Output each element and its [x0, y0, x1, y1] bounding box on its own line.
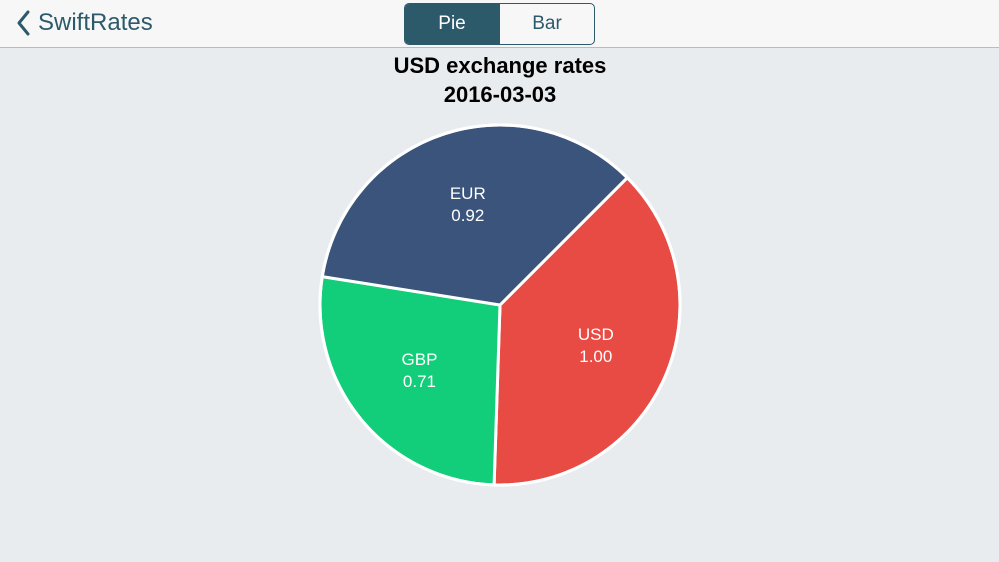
value-label: 0.92: [451, 206, 484, 225]
slice-label: GBP: [402, 350, 438, 369]
pie-outline: [318, 123, 682, 487]
chart-subtitle: 2016-03-03: [444, 82, 557, 107]
segmented-control: Pie Bar: [404, 3, 595, 45]
navigation-bar: SwiftRates Pie Bar: [0, 0, 999, 48]
chart: USD exchange rates 2016-03-03 USD 1.00 GBP…: [318, 53, 682, 487]
segment-button[interactable]: Pie: [405, 4, 499, 44]
back-button[interactable]: SwiftRates: [16, 6, 153, 40]
back-chevron: [17, 10, 30, 36]
back-label: SwiftRates: [38, 9, 153, 36]
segment-button[interactable]: Bar: [499, 4, 594, 44]
value-label: 1.00: [579, 347, 612, 366]
value-label: 0.71: [403, 372, 436, 391]
slice-label: USD: [578, 325, 614, 344]
chart-title: USD exchange rates: [394, 53, 607, 78]
slice-label: EUR: [450, 184, 486, 203]
